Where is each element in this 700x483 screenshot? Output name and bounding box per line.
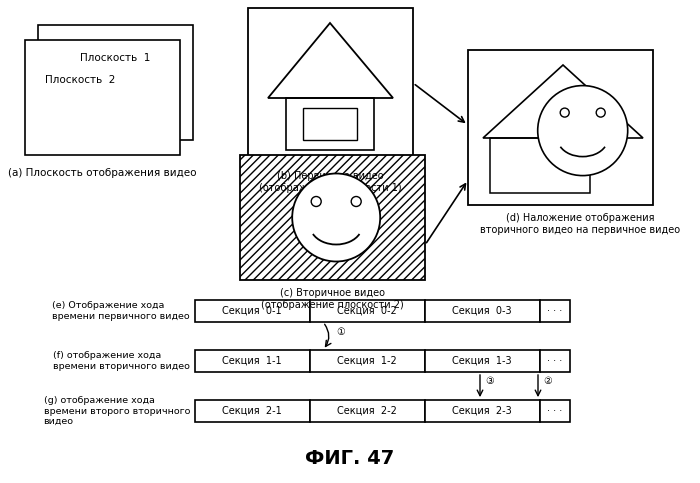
Text: (g) отображение хода
времени второго вторичного
видео: (g) отображение хода времени второго вто… (43, 396, 190, 426)
Text: Секция  2-2: Секция 2-2 (337, 406, 397, 416)
Text: ②: ② (543, 376, 552, 386)
Bar (540, 350, 570, 372)
Ellipse shape (312, 197, 321, 207)
Bar (25, 40, 180, 155)
Bar (540, 300, 570, 322)
Text: (e) Отображение хода
времени первичного видео: (e) Отображение хода времени первичного … (52, 301, 190, 321)
Bar (286, 98, 374, 150)
Text: (b) Первичное видео
(отображение плоскости 1): (b) Первичное видео (отображение плоскос… (259, 171, 401, 193)
Text: Секция  2-1: Секция 2-1 (222, 406, 282, 416)
Text: Секция  1-1: Секция 1-1 (222, 356, 282, 366)
Text: Секция  1-3: Секция 1-3 (452, 356, 512, 366)
Bar (248, 8, 413, 163)
Text: Секция  1-2: Секция 1-2 (337, 356, 397, 366)
Text: (c) Вторичное видео
(отображение плоскости 2): (c) Вторичное видео (отображение плоскос… (260, 288, 403, 310)
Ellipse shape (351, 197, 361, 207)
Bar (310, 350, 425, 372)
Bar (468, 50, 653, 205)
Bar (310, 300, 425, 322)
Ellipse shape (538, 85, 628, 176)
Bar (425, 350, 540, 372)
Text: Плоскость  1: Плоскость 1 (80, 53, 150, 63)
Text: ①: ① (336, 327, 344, 337)
Text: Секция  0-1: Секция 0-1 (222, 306, 282, 316)
Bar (38, 25, 193, 140)
Ellipse shape (292, 173, 380, 261)
Bar (490, 138, 590, 193)
Text: · · ·: · · · (547, 406, 563, 416)
Text: · · ·: · · · (547, 356, 563, 366)
Bar (195, 400, 310, 422)
Text: Плоскость  2: Плоскость 2 (45, 75, 116, 85)
Text: ③: ③ (485, 376, 494, 386)
Text: (a) Плоскость отображения видео: (a) Плоскость отображения видео (8, 168, 197, 178)
Bar (195, 350, 310, 372)
Bar (310, 400, 425, 422)
Bar (425, 300, 540, 322)
Text: (f) отображение хода
времени вторичного видео: (f) отображение хода времени вторичного … (53, 351, 190, 370)
Text: ФИГ. 47: ФИГ. 47 (305, 449, 395, 468)
Bar (303, 108, 357, 140)
Text: Секция  0-2: Секция 0-2 (337, 306, 397, 316)
Ellipse shape (560, 108, 569, 117)
Text: Секция  0-3: Секция 0-3 (452, 306, 512, 316)
Ellipse shape (596, 108, 606, 117)
Bar (195, 300, 310, 322)
Text: Секция  2-3: Секция 2-3 (452, 406, 512, 416)
Bar (540, 400, 570, 422)
Text: (d) Наложение отображения
вторичного видео на первичное видео: (d) Наложение отображения вторичного вид… (480, 213, 680, 235)
Text: · · ·: · · · (547, 306, 563, 316)
Bar (425, 400, 540, 422)
Bar (240, 155, 425, 280)
